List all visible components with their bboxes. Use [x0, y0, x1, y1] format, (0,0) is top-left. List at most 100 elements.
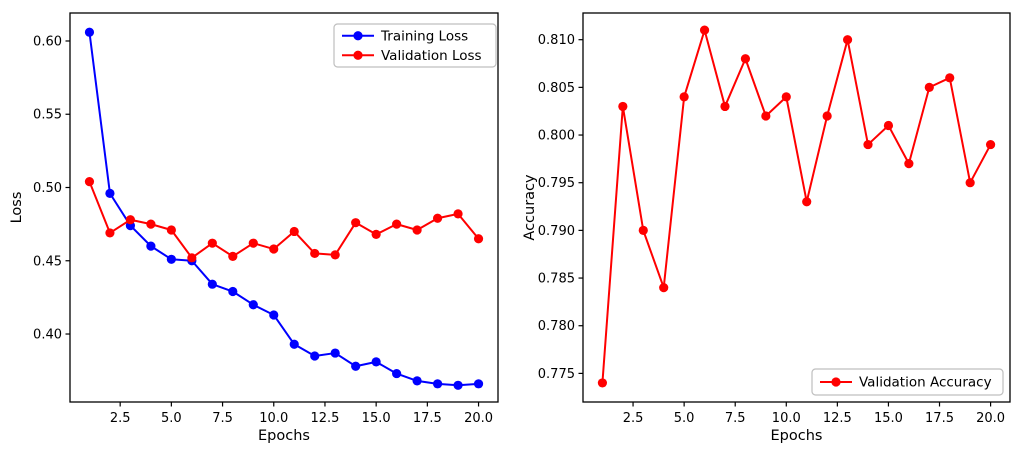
validation-accuracy-marker — [802, 197, 812, 207]
training-loss-marker — [432, 379, 443, 389]
training-loss-marker — [248, 300, 258, 310]
training-loss-marker — [84, 27, 95, 37]
legend-sample-marker — [353, 31, 363, 41]
validation-loss-marker — [371, 229, 381, 239]
validation-accuracy-marker — [740, 54, 751, 64]
training-loss-marker — [351, 361, 361, 371]
legend-sample-marker — [831, 377, 841, 387]
y-tick-label: 0.45 — [33, 254, 62, 269]
x-tick-label: 10.0 — [772, 411, 801, 426]
x-tick-label: 5.0 — [161, 411, 182, 426]
x-tick-label: 7.5 — [725, 411, 746, 426]
x-tick-label: 12.5 — [823, 411, 852, 426]
validation-loss-marker — [84, 177, 95, 187]
validation-accuracy-marker — [781, 92, 791, 102]
x-tick-label: 15.0 — [874, 411, 903, 426]
training-loss-marker — [289, 339, 299, 349]
validation-accuracy-marker — [699, 25, 710, 35]
validation-loss-marker — [310, 248, 320, 259]
x-axis-label: Epochs — [771, 428, 823, 444]
y-tick-label: 0.795 — [538, 176, 575, 191]
validation-loss-marker — [228, 251, 238, 261]
y-tick-label: 0.50 — [33, 181, 62, 196]
y-axis-label: Loss — [9, 192, 25, 224]
validation-loss-marker — [146, 219, 156, 229]
validation-accuracy-marker — [761, 111, 771, 121]
training-loss-marker — [453, 380, 463, 390]
y-tick-label: 0.800 — [538, 129, 575, 144]
y-tick-label: 0.780 — [538, 319, 575, 334]
validation-loss-marker — [330, 250, 340, 260]
validation-loss-marker — [125, 215, 136, 225]
training-loss-marker — [166, 254, 176, 264]
legend-item-validation-loss: Validation Loss — [381, 48, 482, 64]
training-loss-marker — [105, 188, 115, 198]
validation-accuracy-marker — [883, 120, 894, 131]
training-loss-marker — [207, 279, 217, 289]
validation-accuracy-marker — [842, 35, 853, 45]
x-tick-label: 17.5 — [925, 411, 954, 426]
validation-loss-marker — [289, 226, 299, 237]
validation-accuracy-marker — [863, 139, 873, 150]
training-loss-marker — [473, 379, 484, 389]
x-tick-label: 20.0 — [464, 411, 493, 426]
x-tick-label: 12.5 — [310, 411, 339, 426]
validation-accuracy-marker — [638, 225, 648, 235]
legend-item-validation-accuracy: Validation Accuracy — [859, 375, 992, 391]
validation-loss-marker — [412, 225, 422, 235]
training-loss-marker — [392, 368, 402, 379]
training-loss-line — [88, 31, 480, 387]
validation-accuracy-marker — [924, 82, 934, 92]
x-tick-label: 5.0 — [674, 411, 695, 426]
y-tick-label: 0.785 — [538, 272, 575, 287]
validation-accuracy-marker — [904, 159, 914, 169]
training-loss-marker — [310, 351, 320, 361]
training-loss-marker — [146, 241, 156, 251]
plot-frame — [582, 12, 1011, 403]
y-tick-label: 0.40 — [33, 328, 62, 343]
x-tick-label: 7.5 — [212, 411, 233, 426]
validation-accuracy-line — [601, 29, 992, 384]
training-loss-marker — [228, 286, 238, 297]
training-loss-marker — [371, 357, 381, 367]
validation-loss-marker — [453, 209, 463, 219]
validation-loss-marker — [392, 219, 402, 229]
y-tick-label: 0.775 — [538, 367, 575, 382]
validation-accuracy-marker — [597, 378, 608, 388]
y-axis-label: Accuracy — [522, 174, 538, 241]
x-tick-label: 2.5 — [110, 411, 131, 426]
validation-loss-marker — [105, 228, 115, 238]
training-loss-marker — [269, 310, 279, 320]
validation-accuracy-marker — [618, 101, 628, 112]
legend-box — [333, 23, 497, 68]
x-tick-label: 20.0 — [976, 411, 1005, 426]
y-tick-label: 0.790 — [538, 224, 575, 239]
x-tick-label: 10.0 — [259, 411, 288, 426]
validation-loss-marker — [269, 244, 279, 254]
y-tick-label: 0.810 — [538, 33, 575, 48]
validation-accuracy-marker — [945, 73, 955, 83]
x-tick-label: 2.5 — [623, 411, 644, 426]
validation-accuracy-marker — [659, 282, 669, 293]
validation-accuracy-marker — [679, 92, 689, 102]
validation-accuracy-marker — [985, 139, 996, 150]
validation-loss-marker — [248, 238, 258, 248]
x-tick-label: 15.0 — [362, 411, 391, 426]
validation-loss-marker — [187, 253, 197, 263]
validation-accuracy-marker — [965, 178, 975, 188]
training-loss-marker — [412, 376, 422, 386]
validation-loss-marker — [351, 218, 361, 228]
validation-loss-marker — [207, 238, 217, 248]
validation-accuracy-marker — [822, 111, 832, 121]
validation-accuracy-marker — [720, 101, 730, 112]
legend-box — [811, 368, 1004, 396]
y-tick-label: 0.805 — [538, 81, 575, 96]
training-loss-marker — [330, 348, 340, 358]
y-tick-label: 0.55 — [33, 108, 62, 123]
plot-frame — [69, 12, 499, 403]
y-tick-label: 0.60 — [33, 34, 62, 49]
legend-item-training-loss: Training Loss — [380, 28, 468, 44]
validation-loss-marker — [432, 213, 443, 223]
